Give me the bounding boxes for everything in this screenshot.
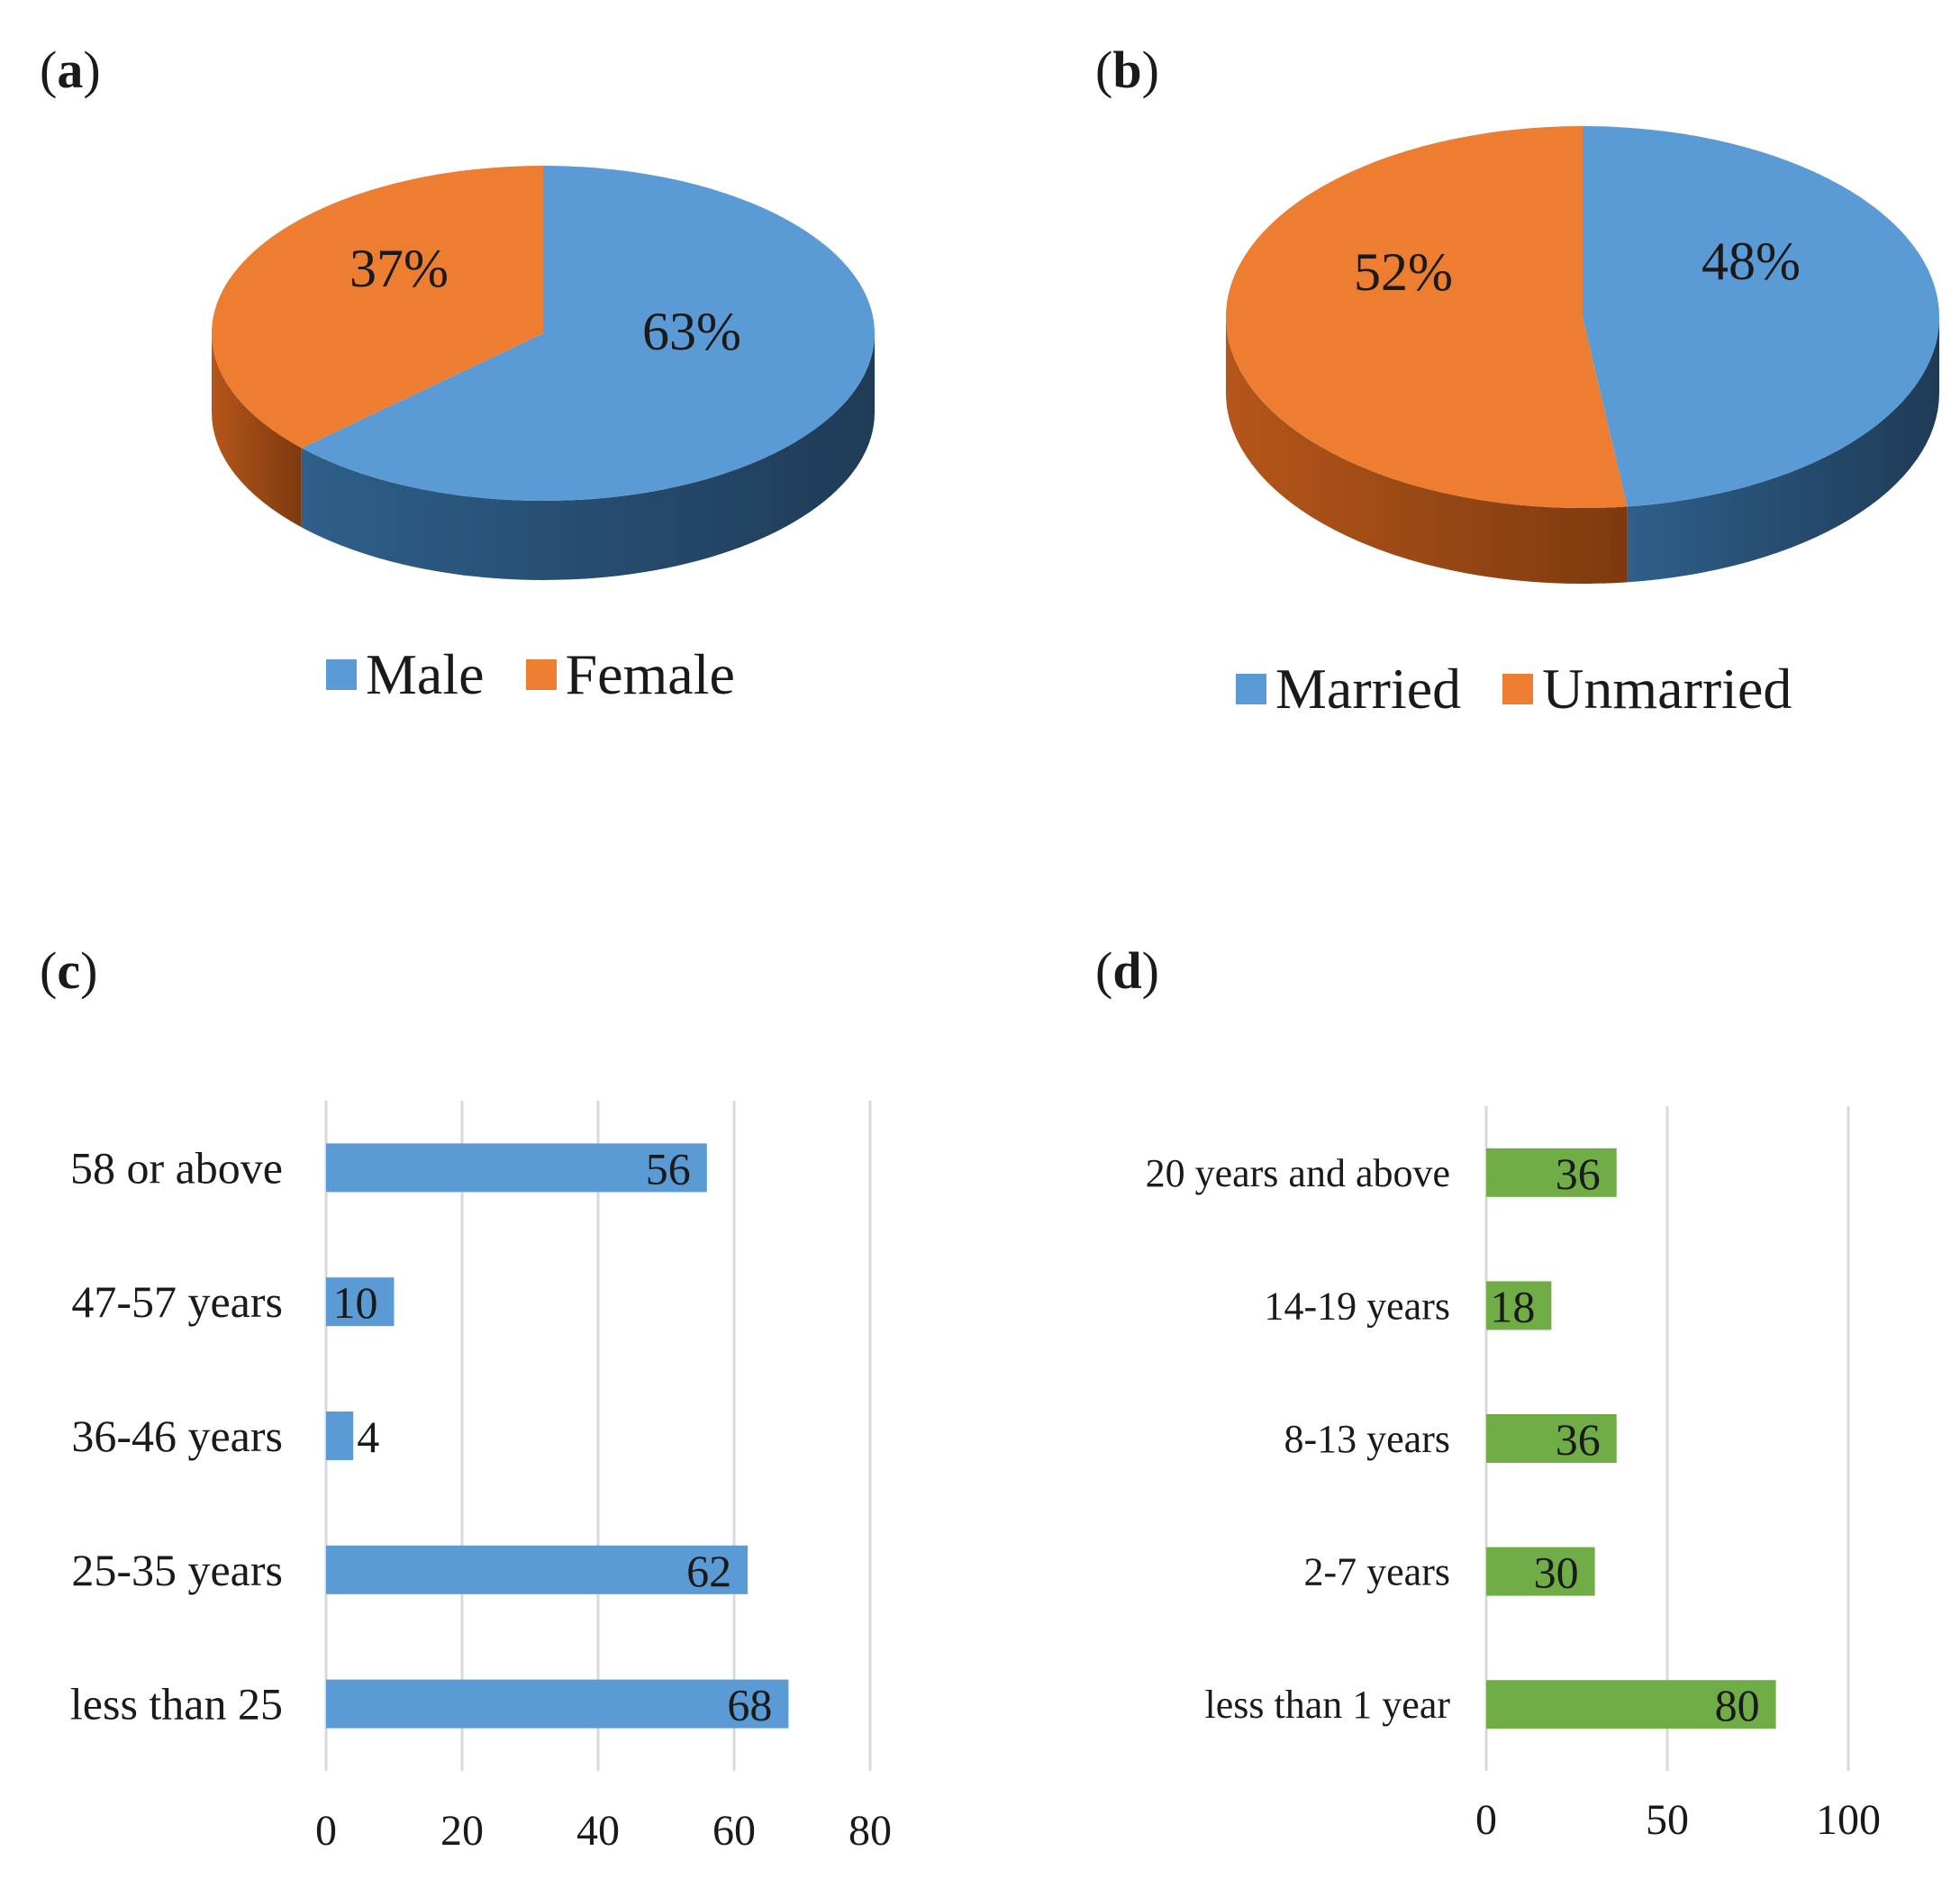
x-tick-label: 0 [315, 1807, 337, 1855]
panel-label-c: (c) [40, 940, 97, 1001]
y-category-label: 47-57 years [71, 1276, 283, 1327]
pie-side-married [1627, 317, 1939, 583]
panel-label-a: (a) [40, 40, 101, 100]
y-category-label: 36-46 years [71, 1411, 283, 1461]
bar-less-than-1-year [1486, 1680, 1776, 1729]
bar-value-label: 80 [1715, 1680, 1760, 1730]
pie-side-female [212, 333, 302, 528]
pie-slice-unmarried [1226, 126, 1628, 508]
legend-swatch-female [525, 659, 557, 690]
paren-close: ) [1141, 941, 1159, 1000]
bar-value-label: 36 [1556, 1414, 1601, 1465]
legend-a: Male Female [326, 641, 776, 708]
panel-letter: a [57, 41, 84, 99]
bar-less-than-25 [326, 1679, 789, 1729]
bar-value-label: 36 [1556, 1148, 1601, 1199]
x-tick-label: 60 [712, 1807, 756, 1855]
x-tick-label: 100 [1816, 1796, 1881, 1844]
paren-open: ( [40, 941, 58, 1000]
y-category-label: 58 or above [70, 1142, 283, 1193]
y-category-label: 25-35 years [71, 1545, 283, 1595]
legend-item-married: Married [1236, 656, 1461, 722]
legend-item-unmarried: Unmarried [1502, 656, 1792, 722]
panel-letter: d [1112, 941, 1142, 1000]
paren-open: ( [1095, 941, 1113, 1000]
panel-letter: b [1112, 41, 1142, 99]
y-category-label: less than 25 [70, 1679, 283, 1729]
y-category-label: 14-19 years [1265, 1284, 1451, 1328]
x-tick-label: 50 [1646, 1796, 1689, 1844]
panel-letter: c [57, 941, 81, 1000]
pie-slice-married [1583, 126, 1939, 507]
bar-8-13-years [1486, 1414, 1617, 1463]
bar-14-19-years [1486, 1281, 1552, 1330]
bar-value-label: 4 [357, 1411, 379, 1462]
bar-value-label: 62 [686, 1546, 731, 1596]
pie-side-unmarried [1226, 317, 1628, 584]
x-tick-label: 40 [576, 1807, 620, 1855]
legend-label-married: Married [1275, 657, 1462, 721]
legend-item-female: Female [525, 641, 735, 708]
pie-label-female: 37% [349, 239, 449, 298]
y-category-label: 8-13 years [1284, 1417, 1451, 1461]
legend-item-male: Male [326, 641, 485, 708]
bar-value-label: 68 [727, 1680, 772, 1730]
paren-open: ( [40, 41, 58, 99]
x-tick-label: 0 [1475, 1796, 1497, 1844]
bar-chart-d: 0 50 100 20 years and above 36 14-19 years 18 8… [1146, 1106, 1881, 1844]
bar-value-label: 10 [333, 1277, 378, 1328]
panel-label-b: (b) [1095, 40, 1159, 100]
paren-close: ) [1141, 41, 1159, 99]
paren-open: ( [1095, 41, 1113, 99]
legend-b: Married Unmarried [1236, 656, 1833, 722]
bar-chart-c: 0 20 40 60 80 58 or above 56 47-57 years 10 36-46… [70, 1101, 892, 1855]
pie-chart-a: 63% 37% [212, 166, 876, 581]
pie-slice-male [301, 166, 876, 501]
bar-20-years-and-above [1486, 1148, 1617, 1197]
paren-close: ) [83, 41, 101, 99]
y-category-label: 20 years and above [1146, 1151, 1450, 1195]
pie-label-unmarried: 52% [1354, 242, 1453, 302]
legend-swatch-male [326, 659, 357, 690]
legend-label-male: Male [366, 642, 485, 706]
bar-47-57-years [326, 1277, 395, 1327]
x-tick-label: 80 [848, 1807, 892, 1855]
bar-value-label: 18 [1490, 1281, 1535, 1331]
bar-36-46-years [326, 1411, 354, 1460]
y-category-label: less than 1 year [1205, 1683, 1451, 1727]
pie-side-male [301, 333, 876, 581]
bar-value-label: 30 [1534, 1548, 1579, 1598]
pie-slice-female [212, 166, 544, 449]
legend-swatch-married [1236, 674, 1266, 704]
pie-chart-b: 48% 52% [1226, 126, 1939, 584]
bar-value-label: 56 [646, 1143, 691, 1194]
panel-label-d: (d) [1095, 940, 1159, 1001]
pie-label-male: 63% [642, 302, 741, 361]
bar-25-35-years [326, 1545, 749, 1594]
y-category-label: 2-7 years [1304, 1550, 1451, 1594]
legend-label-female: Female [565, 642, 735, 706]
bar-58-or-above [326, 1143, 707, 1193]
paren-close: ) [80, 941, 98, 1000]
legend-label-unmarried: Unmarried [1542, 657, 1792, 721]
legend-swatch-unmarried [1502, 674, 1534, 704]
x-tick-label: 20 [440, 1807, 484, 1855]
pie-label-married: 48% [1701, 231, 1801, 291]
bar-2-7-years [1486, 1547, 1595, 1596]
